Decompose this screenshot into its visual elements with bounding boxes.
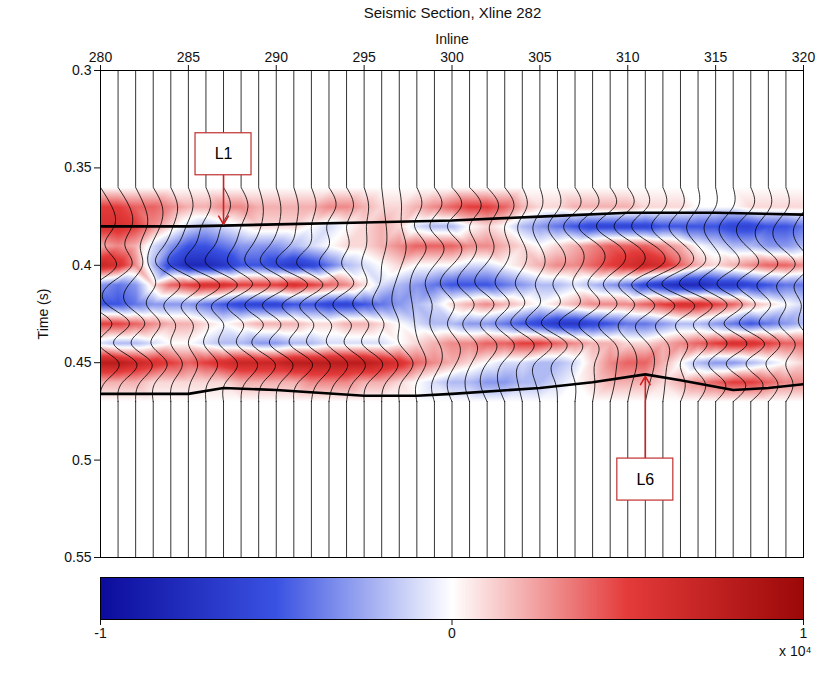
svg-text:300: 300 <box>440 49 464 65</box>
svg-text:295: 295 <box>352 49 376 65</box>
svg-text:290: 290 <box>265 49 289 65</box>
svg-text:0.4: 0.4 <box>72 257 92 273</box>
html-text:Seismic Section, Xline 282: Seismic Section, Xline 282 <box>363 4 542 21</box>
svg-text:0.5: 0.5 <box>72 452 92 468</box>
svg-text:0.35: 0.35 <box>64 159 91 175</box>
svg-text:280: 280 <box>89 49 113 65</box>
svg-text:L6: L6 <box>636 471 654 488</box>
svg-text:0.55: 0.55 <box>64 549 91 565</box>
svg-text:0.3: 0.3 <box>72 62 92 78</box>
svg-text:305: 305 <box>528 49 552 65</box>
svg-text:Inline: Inline <box>435 31 469 47</box>
svg-text:320: 320 <box>792 49 816 65</box>
svg-text:310: 310 <box>616 49 640 65</box>
svg-text:L1: L1 <box>215 145 233 162</box>
svg-text:-1: -1 <box>94 625 107 641</box>
svg-text:0.45: 0.45 <box>64 354 91 370</box>
svg-text:285: 285 <box>177 49 201 65</box>
svg-text:Time (s): Time (s) <box>35 289 51 340</box>
svg-text:1: 1 <box>800 625 808 641</box>
svg-text:0: 0 <box>448 625 456 641</box>
svg-text:315: 315 <box>704 49 728 65</box>
svg-text:x 10⁴: x 10⁴ <box>779 643 811 659</box>
